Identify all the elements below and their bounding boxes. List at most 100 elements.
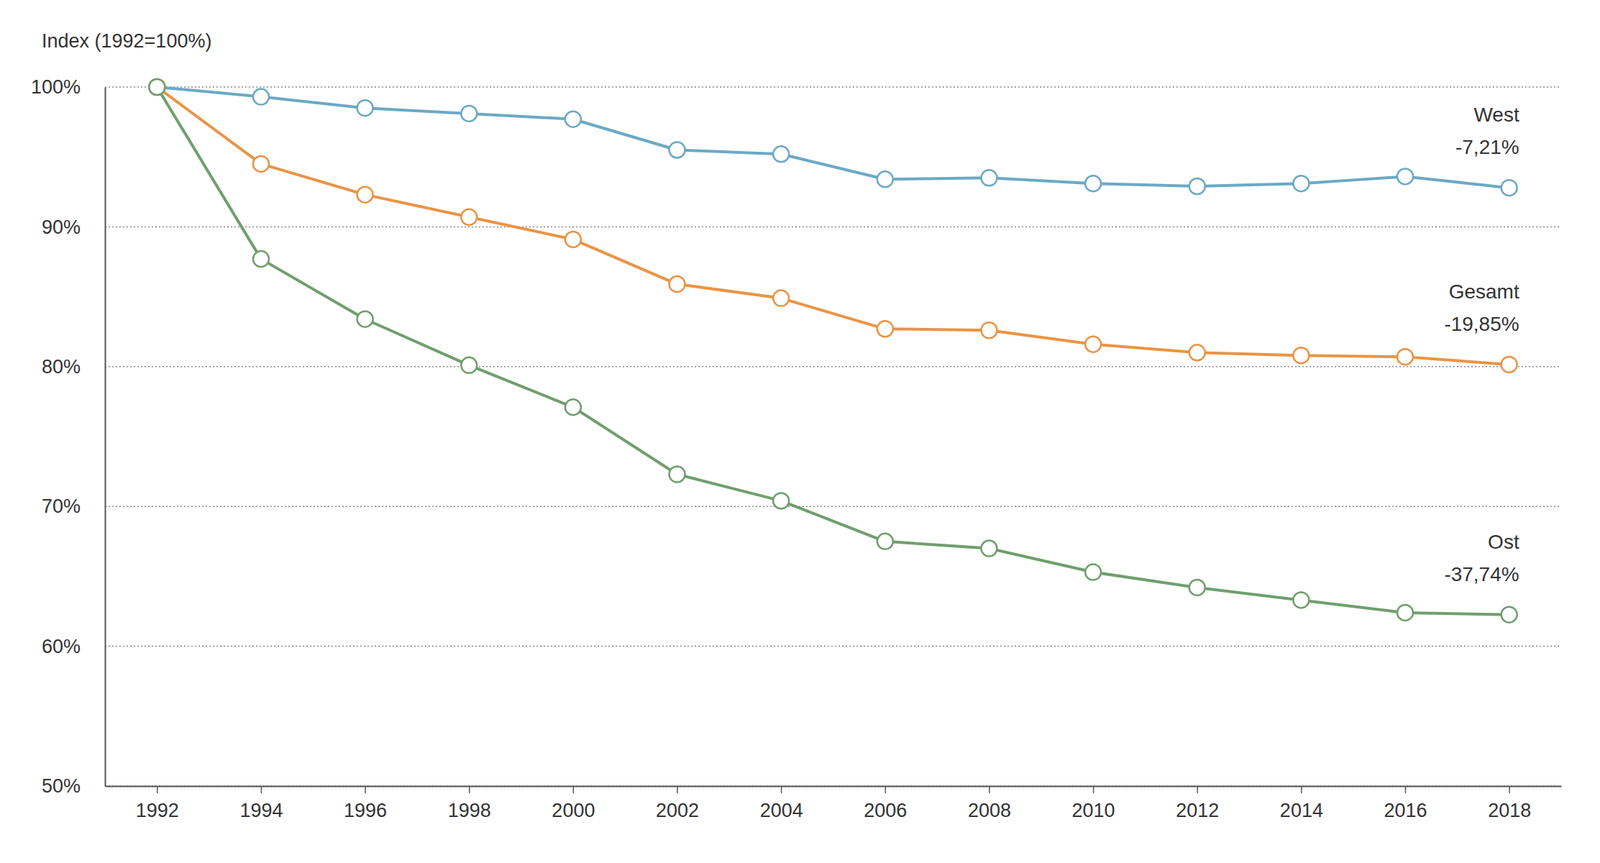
- series-marker: [669, 276, 686, 292]
- x-tick-mark: [1197, 785, 1199, 794]
- series-marker: [148, 79, 165, 95]
- y-tick: 70%: [41, 495, 105, 518]
- series-marker: [877, 533, 894, 550]
- x-tick: 2002: [655, 785, 699, 822]
- y-tick-label: 70%: [41, 495, 81, 518]
- x-tick-mark: [885, 785, 887, 794]
- x-tick: 2016: [1383, 785, 1427, 822]
- y-tick-label: 90%: [41, 216, 81, 239]
- y-tick: 90%: [41, 216, 105, 239]
- y-axis-line: [104, 87, 107, 787]
- y-tick-label: 80%: [41, 355, 81, 378]
- x-tick: 2010: [1072, 785, 1116, 822]
- x-tick-label: 1996: [343, 799, 387, 822]
- grid: [104, 87, 1562, 786]
- series-annotation: -37,74%: [1443, 563, 1519, 586]
- grid-line: [104, 226, 1562, 228]
- series-marker: [773, 145, 789, 162]
- series-label: Ost: [1487, 530, 1520, 553]
- series-marker: [1501, 356, 1518, 373]
- x-tick: 1992: [135, 785, 180, 822]
- x-axis-line: [105, 785, 1562, 788]
- x-tick: 2014: [1280, 785, 1324, 822]
- y-axis: 50% 60% 70% 80% 90% 100%: [30, 76, 106, 797]
- series-marker: [1292, 591, 1309, 608]
- series-marker: [980, 540, 997, 557]
- series-marker: [1189, 344, 1206, 361]
- x-tick-mark: [1093, 785, 1095, 794]
- x-tick-label: 2014: [1280, 799, 1324, 822]
- x-tick-mark: [261, 785, 263, 794]
- x-tick: 2008: [967, 785, 1012, 822]
- x-tick-mark: [780, 785, 783, 794]
- y-tick-label: 60%: [41, 635, 81, 658]
- grid-line: [104, 645, 1562, 648]
- grid-line: [104, 785, 1562, 787]
- series-marker: [877, 171, 894, 187]
- x-tick: 2018: [1487, 785, 1531, 822]
- y-tick-label: 50%: [41, 775, 81, 797]
- series-marker: [565, 111, 582, 128]
- series-group: [148, 79, 1517, 623]
- series-line: [156, 87, 1509, 188]
- series-marker: [1397, 168, 1414, 185]
- series-marker: [773, 492, 789, 509]
- plot: 50%60%70%80%90%100%199219941996199820002…: [30, 76, 1562, 822]
- x-tick-label: 2006: [863, 799, 907, 822]
- x-tick-mark: [573, 785, 575, 794]
- x-tick: 2004: [760, 785, 804, 822]
- series-marker: [460, 357, 477, 374]
- series-marker: [1085, 175, 1101, 192]
- grid-line: [104, 366, 1562, 368]
- series-marker: [1501, 179, 1518, 196]
- series-marker: [669, 465, 686, 482]
- series-marker: [253, 156, 269, 172]
- x-tick-mark: [1300, 785, 1303, 794]
- x-tick: 1994: [239, 785, 283, 822]
- series-marker: [1189, 579, 1206, 596]
- x-tick: 2012: [1175, 785, 1219, 822]
- x-tick-label: 2012: [1175, 799, 1219, 822]
- x-tick: 1998: [448, 785, 492, 822]
- x-tick-label: 2018: [1487, 799, 1531, 822]
- x-tick-label: 1994: [239, 799, 283, 822]
- x-tick-mark: [156, 785, 159, 794]
- series-marker: [1292, 175, 1309, 192]
- series-marker: [1189, 178, 1206, 195]
- y-tick: 60%: [41, 635, 105, 658]
- series-line: [156, 87, 1509, 365]
- series-annotation: -7,21%: [1455, 135, 1520, 159]
- series-marker: [357, 311, 374, 328]
- series-marker: [1501, 606, 1518, 623]
- series-marker: [565, 399, 582, 415]
- x-tick-mark: [676, 785, 679, 794]
- x-tick-label: 1992: [135, 799, 180, 822]
- x-tick-label: 2016: [1383, 799, 1427, 822]
- series-marker: [460, 209, 477, 226]
- x-tick-mark: [1508, 785, 1511, 794]
- series-marker: [980, 169, 997, 186]
- series-marker: [773, 290, 789, 307]
- x-tick-label: 2010: [1072, 799, 1116, 822]
- series-marker: [877, 320, 894, 337]
- y-tick: 80%: [41, 355, 105, 378]
- series-label: West: [1473, 103, 1519, 126]
- series-marker: [1085, 564, 1101, 581]
- series-marker: [253, 89, 269, 105]
- x-tick-mark: [1405, 785, 1407, 794]
- grid-line: [104, 505, 1562, 507]
- x-tick: 2006: [863, 785, 907, 822]
- series-marker: [1397, 604, 1414, 621]
- x-tick-mark: [988, 785, 991, 794]
- series-line: [156, 87, 1509, 615]
- series-marker: [460, 105, 477, 122]
- x-tick-label: 2004: [760, 799, 804, 822]
- series-marker: [1085, 336, 1101, 353]
- series-marker: [357, 186, 374, 203]
- series-marker: [669, 141, 686, 158]
- series-label: Gesamt: [1448, 280, 1520, 303]
- y-tick-label: 100%: [30, 76, 81, 98]
- grid-line: [104, 86, 1562, 88]
- x-tick: 1996: [343, 785, 387, 822]
- series-marker: [148, 79, 165, 95]
